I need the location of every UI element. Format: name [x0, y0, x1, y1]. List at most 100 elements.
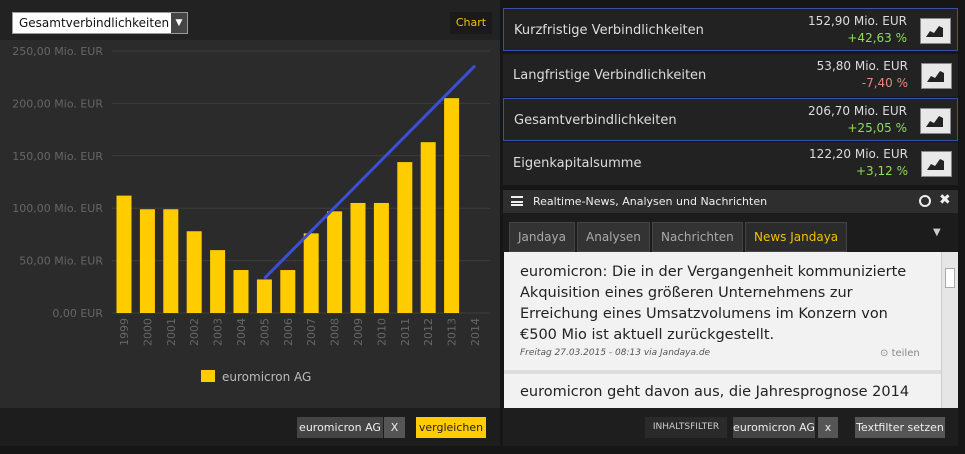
x-tick-label: 1999: [118, 318, 131, 346]
article-text[interactable]: euromicron geht davon aus, die Jahrespro…: [520, 384, 910, 400]
x-tick-label: 2008: [329, 318, 342, 346]
bar: [280, 270, 296, 313]
chart-panel: Gesamtverbindlichkeiten ▼ Chart 0,00 EUR 5…: [0, 0, 500, 446]
bar: [397, 162, 413, 313]
news-tab[interactable]: Jandaya: [509, 222, 575, 252]
y-tick-label: 0,00 EUR: [52, 307, 103, 320]
x-tick-label: 2011: [399, 318, 412, 346]
chart-icon[interactable]: [920, 18, 951, 44]
metric-dropdown[interactable]: Gesamtverbindlichkeiten ▼: [12, 12, 188, 34]
x-tick-label: 2002: [188, 318, 201, 346]
news-tab[interactable]: Nachrichten: [652, 222, 743, 252]
chart-button[interactable]: Chart: [450, 12, 492, 34]
bar: [350, 202, 366, 313]
separator: [504, 370, 941, 374]
metric-change: +3,12 %: [856, 164, 908, 178]
metric-value: 53,80 Mio. EUR: [816, 59, 908, 73]
metric-change: +42,63 %: [847, 31, 907, 45]
y-tick-label: 250,00 Mio. EUR: [12, 45, 103, 58]
icon: [926, 116, 943, 127]
menu-icon[interactable]: [511, 196, 523, 206]
filter-label[interactable]: INHALTSFILTER: [645, 417, 727, 438]
news-tab[interactable]: Analysen: [577, 222, 650, 252]
news-header: Realtime-News, Analysen und Nachrichten …: [503, 190, 958, 213]
filter-chip[interactable]: euromicron AG: [733, 417, 815, 438]
metric-value: 122,20 Mio. EUR: [809, 147, 908, 161]
tabs-menu[interactable]: ▼: [933, 227, 941, 238]
news-title: Realtime-News, Analysen und Nachrichten: [533, 195, 768, 208]
news-tab[interactable]: News Jandaya: [745, 222, 848, 252]
compare-button[interactable]: vergleichen: [416, 417, 486, 438]
bar: [420, 142, 436, 313]
share-text: teilen: [891, 348, 920, 359]
bar: [116, 195, 132, 313]
x-tick-label: 2013: [446, 318, 459, 346]
icon: [927, 159, 944, 170]
legend-label: euromicron AG: [222, 370, 311, 384]
bar: [139, 209, 155, 313]
chart: 0,00 EUR 50,00 Mio. EUR 100,00 Mio. EUR 150…: [12, 45, 490, 384]
metric-row[interactable]: Kurzfristige Verbindlichkeiten 152,90 Mio…: [503, 8, 958, 51]
metric-change: +25,05 %: [847, 121, 907, 135]
article-meta: Freitag 27.03.2015 - 08:13 via Jandaya.d…: [520, 348, 711, 358]
settings-icon[interactable]: [919, 195, 931, 207]
close-icon[interactable]: ✖: [939, 192, 951, 208]
filter-button[interactable]: Textfilter setzen: [855, 417, 945, 438]
x-tick-label: 2009: [352, 318, 365, 346]
x-tick-label: 2003: [212, 318, 225, 346]
bar: [163, 209, 179, 313]
article-text[interactable]: euromicron: Die in der Vergangenheit kom…: [520, 264, 907, 343]
news-footer: INHALTSFILTER euromicron AG x Textfilter…: [503, 408, 958, 446]
share-link[interactable]: ⊙ teilen: [880, 348, 920, 359]
metric-row[interactable]: Eigenkapitalsumme 122,20 Mio. EUR +3,12 %: [503, 142, 958, 185]
y-tick-label: 150,00 Mio. EUR: [12, 150, 103, 163]
bar: [186, 231, 202, 313]
bar: [444, 98, 460, 313]
x-tick-label: 2004: [235, 318, 248, 346]
y-tick-label: 50,00 Mio. EUR: [19, 255, 103, 268]
x-tick-label: 2010: [375, 318, 388, 346]
metric-value: 206,70 Mio. EUR: [808, 104, 907, 118]
x-tick-label: 2001: [165, 318, 178, 346]
x-tick-label: 2014: [469, 318, 482, 346]
compare-chip[interactable]: euromicron AG: [297, 417, 383, 438]
news-tabs: ▼ Jandaya Analysen Nachrichten News Jandaya: [503, 213, 958, 252]
dropdown-text: Gesamtverbindlichkeiten: [19, 16, 170, 30]
bar: [256, 279, 272, 313]
compare-bar: euromicron AG X vergleichen: [0, 408, 500, 446]
metric-name: Langfristige Verbindlichkeiten: [513, 68, 707, 83]
bar: [303, 233, 319, 313]
news-list: euromicron: Die in der Vergangenheit kom…: [504, 252, 941, 408]
bar: [210, 250, 226, 313]
trend-line: [263, 64, 477, 280]
bar: [233, 270, 249, 313]
scroll-thumb[interactable]: [945, 268, 955, 288]
x-tick-label: 2006: [282, 318, 295, 346]
metric-change: -7,40 %: [861, 76, 908, 90]
dropdown-arrow[interactable]: ▼: [171, 13, 187, 33]
icon: [927, 71, 944, 82]
compare-remove[interactable]: X: [384, 417, 405, 438]
x-tick-label: 2000: [141, 318, 154, 346]
x-tick-label: 2005: [258, 318, 271, 346]
chart-icon[interactable]: [921, 151, 952, 177]
legend-swatch: [201, 370, 215, 382]
metric-name: Gesamtverbindlichkeiten: [514, 113, 677, 128]
scrollbar[interactable]: [941, 252, 958, 408]
x-tick-label: 2012: [422, 318, 435, 346]
chart-icon[interactable]: [921, 63, 952, 89]
metric-name: Eigenkapitalsumme: [513, 156, 642, 171]
metric-row[interactable]: Langfristige Verbindlichkeiten 53,80 Mio.…: [503, 54, 958, 97]
filter-remove[interactable]: x: [818, 417, 838, 438]
bar: [327, 211, 343, 313]
metric-value: 152,90 Mio. EUR: [808, 14, 907, 28]
icon: [926, 26, 943, 37]
metric-name: Kurzfristige Verbindlichkeiten: [514, 23, 704, 38]
y-tick-label: 100,00 Mio. EUR: [12, 202, 103, 215]
y-tick-label: 200,00 Mio. EUR: [12, 97, 103, 110]
chart-icon[interactable]: [920, 108, 951, 134]
x-tick-label: 2007: [305, 318, 318, 346]
metric-row[interactable]: Gesamtverbindlichkeiten 206,70 Mio. EUR +2…: [503, 98, 958, 141]
bar: [373, 202, 389, 313]
